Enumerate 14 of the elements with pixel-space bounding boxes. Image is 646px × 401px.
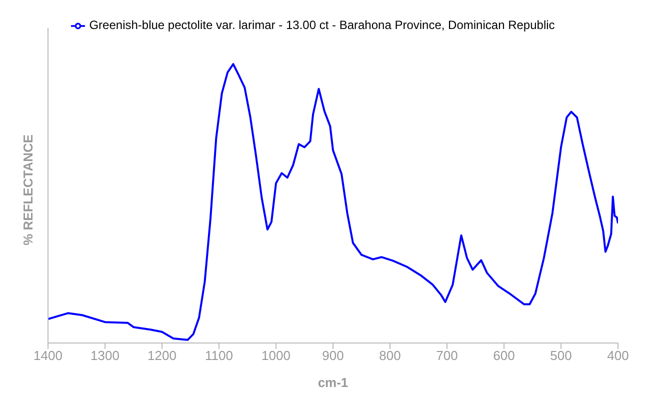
x-tick-label: 900 <box>322 348 344 364</box>
x-axis-title: cm-1 <box>318 375 348 390</box>
y-axis-title: % REFLECTANCE <box>20 134 36 246</box>
x-tick-label: 700 <box>436 348 458 364</box>
x-tick-label: 400 <box>607 348 629 364</box>
x-tick-label: 500 <box>550 348 572 364</box>
x-tick-label: 1000 <box>262 348 290 364</box>
x-tick-label: 1200 <box>148 348 176 364</box>
x-tick-label: 600 <box>493 348 515 364</box>
x-tick-label: 1300 <box>90 348 120 364</box>
x-tick-label: 800 <box>379 348 401 364</box>
x-tick-label: 1400 <box>34 348 62 364</box>
x-tick-label: 1100 <box>205 348 233 364</box>
legend-label: Greenish-blue pectolite var. larimar - 13.00 ct - Barahona Province, Dominican Republic <box>89 18 555 32</box>
